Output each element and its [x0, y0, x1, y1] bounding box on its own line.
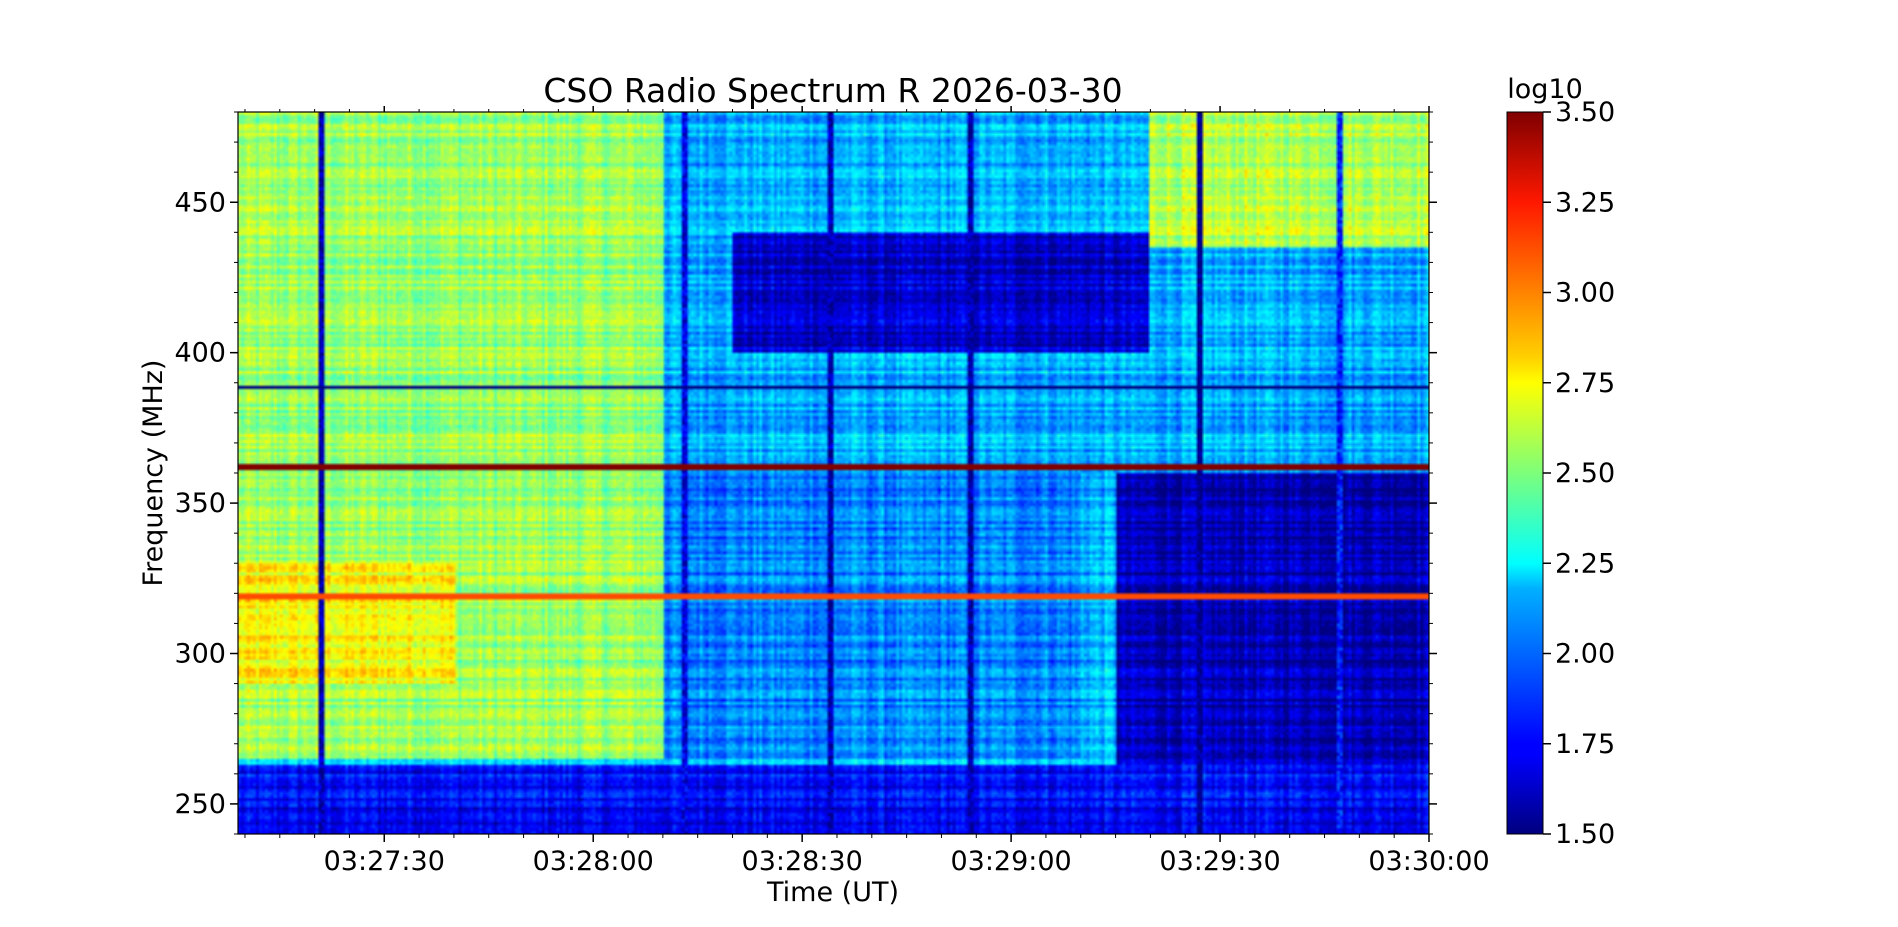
x-tick-label: 03:29:30 [1159, 846, 1280, 877]
x-tick-label: 03:28:30 [742, 846, 863, 877]
colorbar-tick-label: 2.50 [1555, 458, 1615, 489]
x-tick-label: 03:29:00 [950, 846, 1071, 877]
colorbar-ticks: 3.50 3.25 3.00 2.75 2.50 2.25 2.00 1.75 1.50 [1543, 97, 1615, 850]
colorbar-tick-label: 1.75 [1555, 729, 1615, 760]
y-axis-label: Frequency (MHz) [138, 360, 169, 587]
colorbar-tick-label: 2.25 [1555, 548, 1615, 579]
x-axis-label: Time (UT) [766, 877, 899, 908]
y-tick-label: 350 [174, 488, 226, 519]
colorbar-tick-label: 1.50 [1555, 819, 1615, 850]
y-axis: 250 300 350 400 450 [174, 111, 1437, 835]
chart-title: CSO Radio Spectrum R 2026-03-30 [543, 71, 1122, 110]
plot-area [237, 111, 1430, 835]
x-tick-label: 03:30:00 [1368, 846, 1489, 877]
colorbar-tick-label: 3.00 [1555, 278, 1615, 309]
colorbar: log10 3.50 3.25 3.00 2.75 2.50 2.25 2.00 1.75 1.… [1506, 74, 1615, 850]
x-tick-label: 03:27:30 [324, 846, 445, 877]
y-tick-label: 300 [174, 639, 226, 670]
colorbar-gradient [1506, 111, 1544, 835]
x-tick-label: 03:28:00 [533, 846, 654, 877]
y-tick-label: 400 [174, 338, 226, 369]
colorbar-tick-label: 3.50 [1555, 97, 1615, 128]
y-tick-label: 250 [174, 789, 226, 820]
spectrogram-heatmap [238, 112, 1429, 834]
colorbar-tick-label: 2.75 [1555, 368, 1615, 399]
y-tick-label: 450 [174, 187, 226, 218]
colorbar-tick-label: 3.25 [1555, 187, 1615, 218]
colorbar-tick-label: 2.00 [1555, 639, 1615, 670]
x-axis: 03:27:30 03:28:00 03:28:30 03:29:00 03:29:30… [244, 106, 1490, 877]
colorbar-label: log10 [1507, 74, 1583, 105]
